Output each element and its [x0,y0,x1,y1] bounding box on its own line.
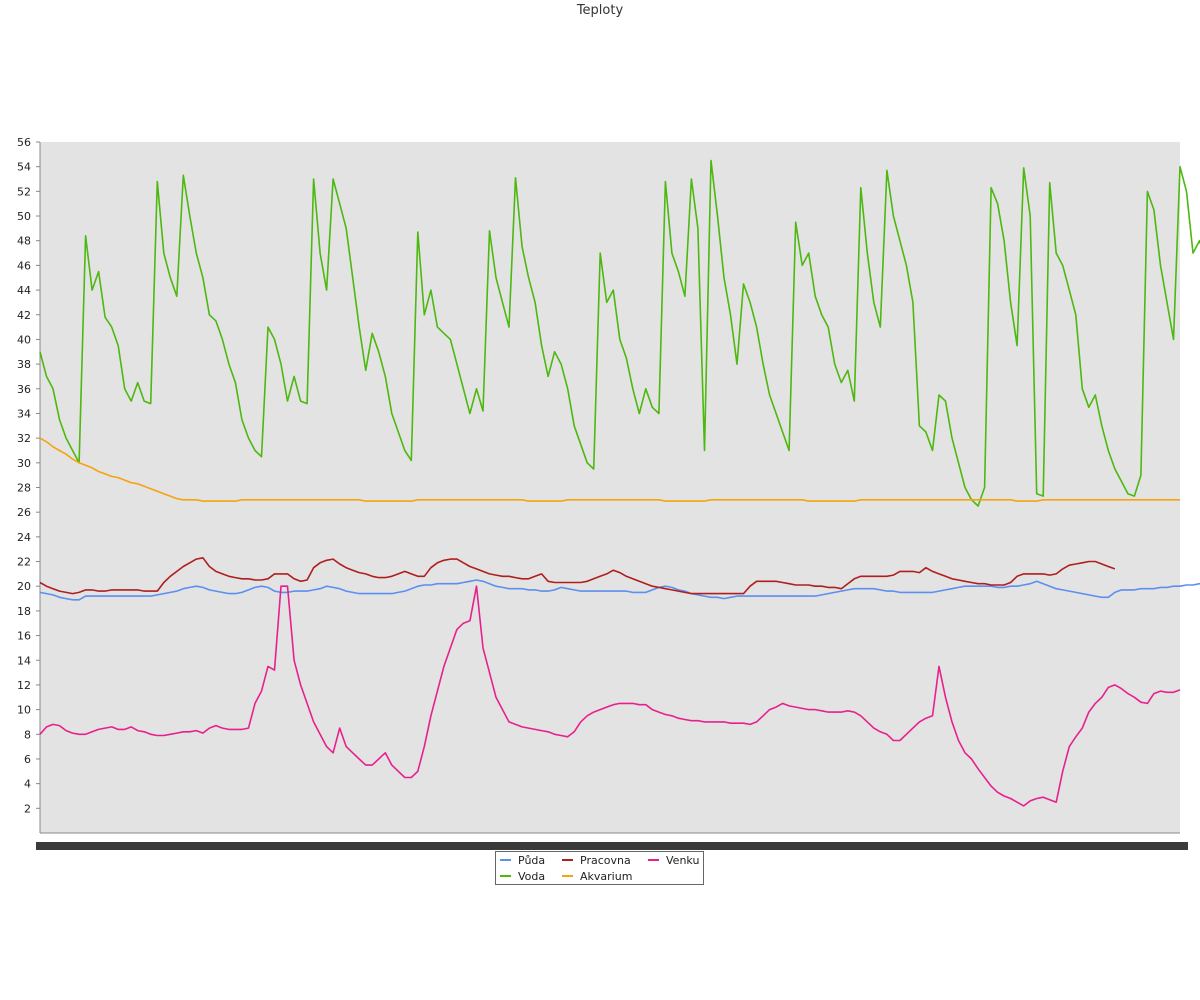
y-tick-label: 52 [17,185,31,198]
legend-swatch-pracovna [562,859,573,861]
y-tick-label: 2 [24,802,31,815]
legend-label-puda: Půda [518,854,546,867]
legend-label-akvarium: Akvarium [580,870,633,883]
y-tick-label: 34 [17,407,31,420]
legend-item-venku: Venku [648,854,699,868]
y-tick-label: 6 [24,753,31,766]
y-tick-label: 40 [17,333,31,346]
y-tick-label: 56 [17,136,31,149]
y-tick-label: 36 [17,383,31,396]
y-tick-label: 22 [17,556,31,569]
legend-item-puda: Půda [500,854,545,868]
y-tick-label: 16 [17,630,31,643]
y-axis: 2468101214161820222426283032343638404244… [17,136,41,833]
y-tick-label: 30 [17,457,31,470]
legend-swatch-puda [500,859,511,861]
y-tick-label: 38 [17,358,31,371]
legend-swatch-voda [500,875,511,877]
y-tick-label: 50 [17,210,31,223]
series-line-p-da [39,579,1200,601]
series-line-voda [39,159,1200,507]
y-tick-label: 44 [17,284,31,297]
y-tick-label: 24 [17,531,31,544]
series-line-akvarium [39,437,1180,502]
chart-title: Teploty [576,3,624,18]
y-tick-label: 32 [17,432,31,445]
y-tick-label: 48 [17,235,31,248]
y-tick-label: 46 [17,259,31,272]
y-tick-label: 4 [24,778,31,791]
y-tick-label: 12 [17,679,31,692]
legend-swatch-venku [648,859,659,861]
legend-label-pracovna: Pracovna [580,854,631,867]
legend: Půda Voda Pracovna Akvarium Venku [495,851,704,885]
y-tick-label: 28 [17,482,31,495]
y-tick-label: 8 [24,728,31,741]
plot-area [40,142,1180,833]
x-axis [36,832,1188,850]
series-line-venku [39,585,1181,807]
y-tick-label: 26 [17,506,31,519]
y-tick-label: 42 [17,309,31,322]
series-layer [39,159,1200,807]
y-tick-label: 54 [17,161,31,174]
x-tick-label-band [36,842,1188,850]
legend-label-venku: Venku [666,854,700,867]
y-tick-label: 18 [17,605,31,618]
legend-item-akvarium: Akvarium [562,870,632,884]
y-tick-label: 10 [17,704,31,717]
legend-swatch-akvarium [562,875,573,877]
y-tick-label: 14 [17,654,31,667]
legend-item-pracovna: Pracovna [562,854,631,868]
series-line-pracovna [39,556,1116,595]
y-tick-label: 20 [17,580,31,593]
legend-label-voda: Voda [518,870,546,883]
legend-item-voda: Voda [500,870,545,884]
